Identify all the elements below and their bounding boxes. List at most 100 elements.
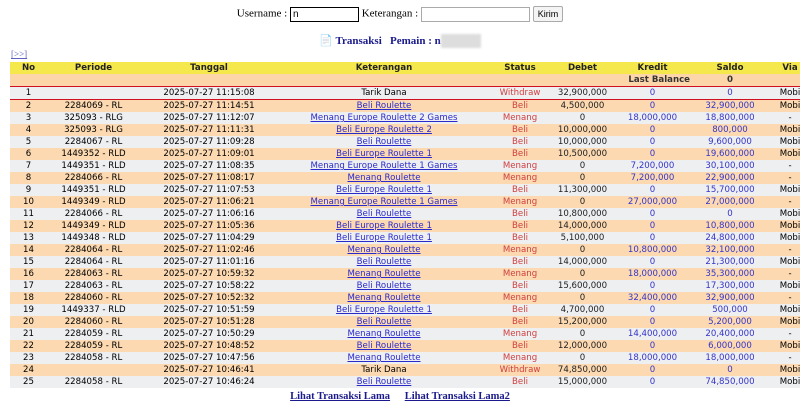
cell-periode: 2284063 - RL (47, 268, 140, 280)
cell-keterangan: Beli Roulette (278, 99, 490, 112)
keterangan-link[interactable]: Menang Europe Roulette 2 Games (310, 113, 458, 123)
cell-via: Mobi (770, 280, 800, 292)
cell-via: - (770, 292, 800, 304)
table-row: 25 2284058 - RL 2025-07-27 10:46:24 Beli Ro… (10, 376, 800, 388)
cell-debet: 10,800,000 (550, 208, 615, 220)
cell-periode: 2284066 - RL (47, 208, 140, 220)
keterangan-link[interactable]: Beli Europe Roulette 1 (336, 233, 432, 243)
cell-debet: 15,000,000 (550, 376, 615, 388)
cell-tanggal: 2025-07-27 11:15:08 (140, 86, 278, 100)
document-icon: 📄 (319, 35, 333, 47)
cell-periode: 2284060 - RL (47, 292, 140, 304)
cell-tanggal: 2025-07-27 10:47:56 (140, 352, 278, 364)
cell-saldo: 5,200,000 (690, 316, 770, 328)
cell-kredit: 0 (615, 148, 690, 160)
cell-periode: 1449349 - RLD (47, 220, 140, 232)
cell-status: Beli (490, 256, 550, 268)
cell-keterangan: Beli Roulette (278, 376, 490, 388)
cell-status: Beli (490, 376, 550, 388)
cell-saldo: 32,100,000 (690, 244, 770, 256)
keterangan-link[interactable]: Beli Roulette (356, 281, 412, 291)
kirim-button[interactable]: Kirim (532, 6, 564, 22)
cell-status: Withdraw (490, 364, 550, 376)
column-header-periode: Periode (47, 62, 140, 74)
cell-via: Mobi (770, 148, 800, 160)
keterangan-link[interactable]: Menang Roulette (347, 269, 421, 279)
transaction-table: No Periode Tanggal Keterangan Status Debet Kre… (10, 62, 800, 388)
keterangan-link[interactable]: Menang Europe Roulette 1 Games (310, 197, 458, 207)
lihat-transaksi-lama2-link[interactable]: Lihat Transaksi Lama2 (404, 391, 510, 402)
cell-keterangan: Menang Europe Roulette 1 Games (278, 196, 490, 208)
cell-status: Menang (490, 328, 550, 340)
cell-tanggal: 2025-07-27 10:50:29 (140, 328, 278, 340)
cell-periode: 2284066 - RL (47, 172, 140, 184)
cell-keterangan: Beli Europe Roulette 1 (278, 220, 490, 232)
column-header-saldo: Saldo (690, 62, 770, 74)
table-row: 10 1449349 - RLD 2025-07-27 11:06:21 Menang… (10, 196, 800, 208)
cell-no: 22 (10, 340, 47, 352)
cell-via: Mobi (770, 124, 800, 136)
column-header-no: No (10, 62, 47, 74)
title-pemain: Pemain : n (390, 35, 441, 47)
keterangan-input[interactable] (420, 6, 530, 22)
cell-debet: 10,500,000 (550, 148, 615, 160)
cell-debet: 74,850,000 (550, 364, 615, 376)
keterangan-link[interactable]: Menang Roulette (347, 329, 421, 339)
cell-status: Beli (490, 99, 550, 112)
cell-periode: 2284064 - RL (47, 244, 140, 256)
table-row: 6 1449352 - RLD 2025-07-27 11:09:01 Beli Eu… (10, 148, 800, 160)
cell-no: 11 (10, 208, 47, 220)
cell-periode: 325093 - RLG (47, 124, 140, 136)
cell-via: - (770, 244, 800, 256)
expand-toggle-link[interactable]: [>>] (11, 49, 28, 59)
table-row: 22 2284059 - RL 2025-07-27 10:48:52 Beli Ro… (10, 340, 800, 352)
keterangan-link[interactable]: Beli Roulette (356, 341, 412, 351)
last-balance-value: 0 (690, 74, 770, 87)
keterangan-link[interactable]: Menang Roulette (347, 293, 421, 303)
keterangan-link[interactable]: Menang Europe Roulette 1 Games (310, 161, 458, 171)
cell-tanggal: 2025-07-27 11:02:46 (140, 244, 278, 256)
keterangan-link[interactable]: Menang Roulette (347, 353, 421, 363)
cell-periode: 2284058 - RL (47, 352, 140, 364)
keterangan-link[interactable]: Beli Europe Roulette 1 (336, 221, 432, 231)
lihat-transaksi-lama-link[interactable]: Lihat Transaksi Lama (290, 391, 391, 402)
cell-debet: 12,000,000 (550, 340, 615, 352)
keterangan-link[interactable]: Beli Europe Roulette 1 (336, 185, 432, 195)
cell-via: Mobi (770, 86, 800, 100)
cell-via: Mobi (770, 364, 800, 376)
keterangan-link[interactable]: Beli Roulette (356, 101, 412, 111)
keterangan-link[interactable]: Beli Roulette (356, 377, 412, 387)
cell-no: 23 (10, 352, 47, 364)
cell-periode: 2284069 - RL (47, 99, 140, 112)
cell-kredit: 0 (615, 208, 690, 220)
keterangan-link[interactable]: Beli Roulette (356, 317, 412, 327)
cell-debet: 14,000,000 (550, 256, 615, 268)
keterangan-link[interactable]: Beli Europe Roulette 1 (336, 305, 432, 315)
column-header-keterangan: Keterangan (278, 62, 490, 74)
keterangan-link[interactable]: Beli Roulette (356, 209, 412, 219)
cell-tanggal: 2025-07-27 10:46:41 (140, 364, 278, 376)
cell-via: Mobi (770, 376, 800, 388)
table-row: 11 2284066 - RL 2025-07-27 11:06:16 Beli Ro… (10, 208, 800, 220)
table-row: 2 2284069 - RL 2025-07-27 11:14:51 Beli Rou… (10, 99, 800, 112)
column-header-tanggal: Tanggal (140, 62, 278, 74)
cell-no: 3 (10, 112, 47, 124)
table-row: 3 325093 - RLG 2025-07-27 11:12:07 Menang E… (10, 112, 800, 124)
cell-kredit: 0 (615, 316, 690, 328)
cell-keterangan: Beli Roulette (278, 316, 490, 328)
cell-no: 1 (10, 86, 47, 100)
keterangan-link[interactable]: Beli Europe Roulette 1 (336, 149, 432, 159)
cell-keterangan: Menang Roulette (278, 172, 490, 184)
cell-debet: 0 (550, 292, 615, 304)
cell-keterangan: Beli Europe Roulette 1 (278, 148, 490, 160)
cell-no: 2 (10, 99, 47, 112)
keterangan-link[interactable]: Menang Roulette (347, 173, 421, 183)
cell-saldo: 800,000 (690, 124, 770, 136)
keterangan-link[interactable]: Beli Roulette (356, 257, 412, 267)
keterangan-link[interactable]: Menang Roulette (347, 245, 421, 255)
keterangan-link[interactable]: Beli Europe Roulette 2 (336, 125, 432, 135)
cell-keterangan: Beli Roulette (278, 208, 490, 220)
keterangan-link[interactable]: Beli Roulette (356, 137, 412, 147)
cell-kredit: 0 (615, 304, 690, 316)
username-input[interactable] (289, 6, 359, 22)
